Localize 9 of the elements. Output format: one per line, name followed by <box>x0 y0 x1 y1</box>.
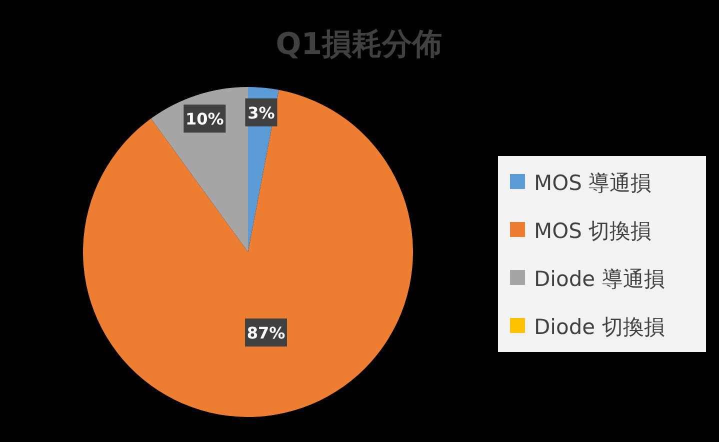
pie-slice <box>83 90 413 417</box>
chart-title: Q1損耗分佈 <box>276 27 442 62</box>
legend-label: MOS 切換損 <box>534 219 652 243</box>
legend-label: Diode 導通損 <box>534 267 665 291</box>
legend-label: MOS 導通損 <box>534 171 652 195</box>
legend-label: Diode 切換損 <box>534 315 665 339</box>
data-label: 3% <box>248 103 275 122</box>
data-label: 87% <box>246 324 286 343</box>
data-label: 10% <box>186 110 224 129</box>
